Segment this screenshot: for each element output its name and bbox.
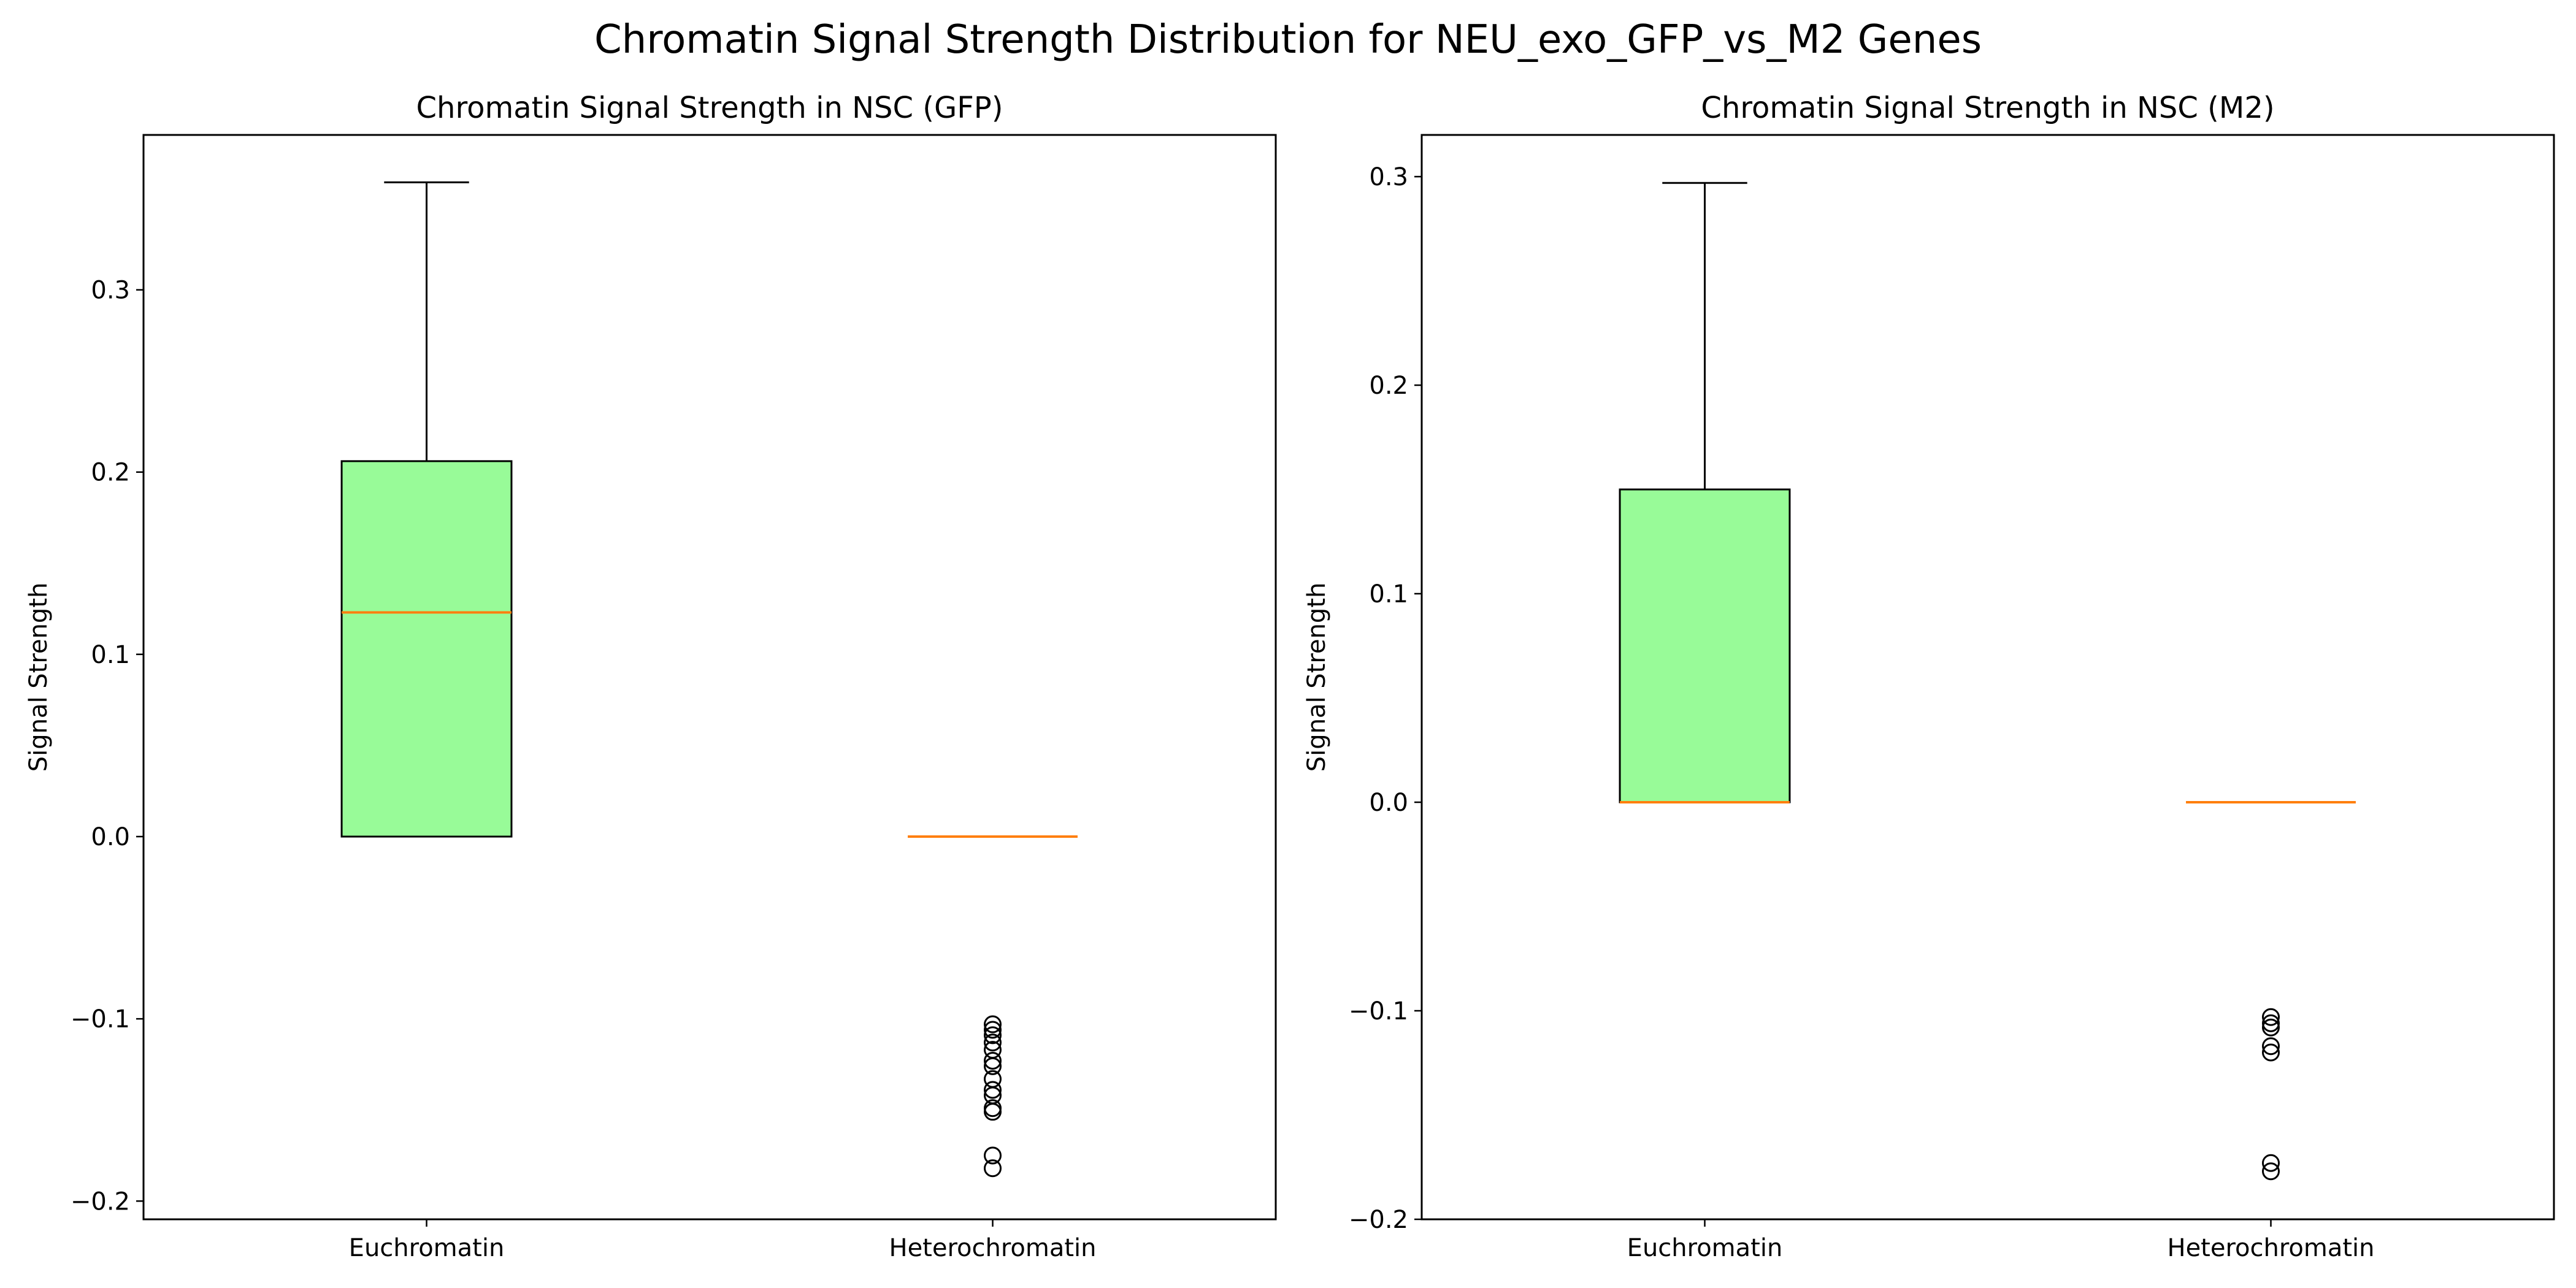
box-heterochromatin xyxy=(2186,801,2356,1181)
outlier-point xyxy=(2262,1154,2280,1172)
outlier-point xyxy=(984,1015,1002,1033)
outlier-point xyxy=(2262,1162,2280,1181)
outlier-point xyxy=(984,1051,1002,1070)
box-euchromatin xyxy=(340,181,513,838)
y-tick-label: −0.1 xyxy=(71,1005,130,1033)
y-tick-label: 0.2 xyxy=(91,459,130,487)
outlier-point xyxy=(2262,1008,2280,1026)
y-tick-label: −0.1 xyxy=(1349,997,1408,1025)
outlier-point xyxy=(984,1033,1002,1052)
y-tick-label: 0.3 xyxy=(91,277,130,305)
x-tick-label-euchromatin: Euchromatin xyxy=(1627,1234,1783,1262)
y-tick-label: 0.3 xyxy=(1369,163,1408,191)
outlier-point xyxy=(984,1159,1002,1178)
box-body xyxy=(1619,488,1791,803)
axes-frame xyxy=(1420,134,2555,1221)
outlier-point xyxy=(984,1021,1002,1039)
outlier-point xyxy=(2262,1014,2280,1032)
box-body xyxy=(340,460,513,838)
y-tick-label: −0.2 xyxy=(71,1187,130,1216)
chart-panel-m2: Chromatin Signal Strength in NSC (M2) Sig… xyxy=(1303,91,2555,1262)
chart-title: Chromatin Signal Strength in NSC (M2) xyxy=(1701,91,2274,125)
outlier-point xyxy=(984,1146,1002,1165)
y-tick-label: 0.1 xyxy=(91,641,130,669)
y-tick-label: −0.2 xyxy=(1349,1206,1408,1234)
outlier-point xyxy=(984,1026,1002,1045)
y-axis-label: Signal Strength xyxy=(25,583,53,772)
chart-title: Chromatin Signal Strength in NSC (GFP) xyxy=(416,91,1003,125)
x-tick-label-heterochromatin: Heterochromatin xyxy=(2167,1234,2374,1262)
outlier-point xyxy=(2262,1043,2280,1062)
outlier-point xyxy=(984,1081,1002,1099)
y-tick-label: 0.0 xyxy=(1369,789,1408,817)
y-axis-label: Signal Strength xyxy=(1303,583,1331,772)
y-tick-label: 0.0 xyxy=(91,823,130,851)
y-tick-label: 0.1 xyxy=(1369,580,1408,608)
outlier-point xyxy=(2262,1037,2280,1056)
outlier-point xyxy=(984,1103,1002,1121)
chart-panel-gfp: Chromatin Signal Strength in NSC (GFP) Si… xyxy=(25,91,1277,1262)
x-tick-label-heterochromatin: Heterochromatin xyxy=(889,1234,1096,1262)
axes-frame xyxy=(142,134,1277,1221)
outlier-point xyxy=(2262,1018,2280,1037)
y-tick-label: 0.2 xyxy=(1369,372,1408,400)
outlier-point xyxy=(984,1057,1002,1075)
x-tick-label-euchromatin: Euchromatin xyxy=(349,1234,505,1262)
box-euchromatin xyxy=(1619,182,1791,803)
figure-title: Chromatin Signal Strength Distribution f… xyxy=(594,17,1982,63)
box-heterochromatin xyxy=(908,835,1078,1178)
